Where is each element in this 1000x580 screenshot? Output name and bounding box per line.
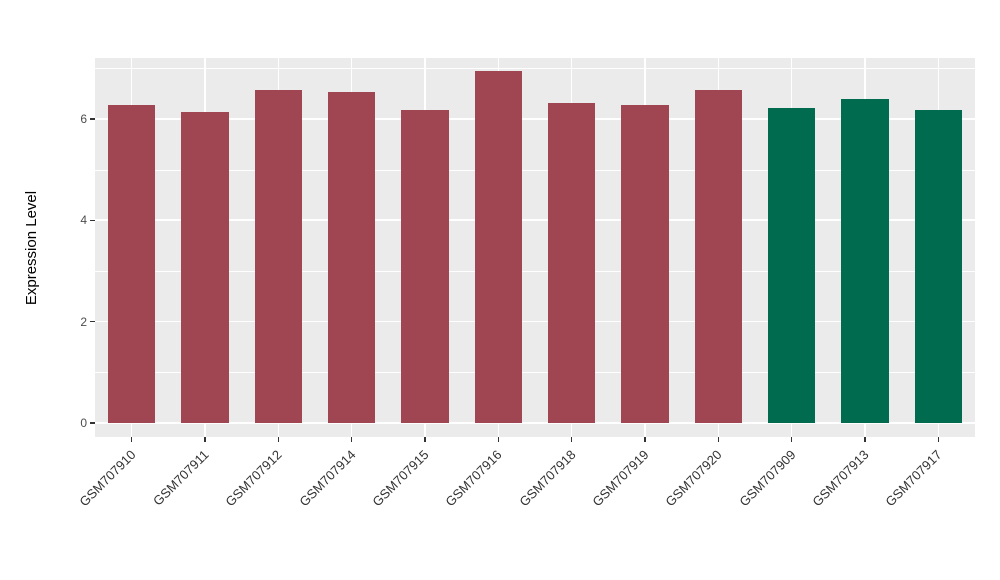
x-tick-label: GSM707917 [882, 447, 945, 510]
x-tick-label: GSM707914 [296, 447, 359, 510]
gridline-minor [95, 270, 975, 272]
x-tick-label: GSM707919 [589, 447, 652, 510]
bar-GSM707910 [107, 104, 156, 423]
x-tick-label: GSM707911 [150, 447, 212, 509]
plot-panel [95, 58, 975, 437]
y-tick-mark [90, 219, 95, 221]
x-tick-mark [130, 437, 133, 442]
bar-GSM707913 [841, 98, 889, 423]
y-tick-mark [90, 320, 95, 323]
x-tick-label: GSM707910 [76, 447, 139, 510]
y-tick-label: 4 [80, 213, 87, 228]
x-tick-label: GSM707912 [222, 447, 285, 510]
gridline-minor [95, 169, 975, 171]
gridline-minor [95, 372, 975, 374]
bar-GSM707917 [914, 109, 963, 423]
x-tick-mark [424, 437, 426, 442]
x-tick-mark [937, 437, 940, 442]
x-tick-label: GSM707918 [516, 447, 579, 510]
bar-GSM707920 [694, 89, 743, 423]
x-tick-mark [864, 437, 866, 442]
y-tick-mark [90, 422, 95, 424]
bar-GSM707916 [474, 70, 523, 423]
y-tick-label: 6 [80, 111, 87, 126]
x-tick-mark [644, 437, 646, 442]
x-tick-mark [570, 437, 573, 442]
x-tick-label: GSM707920 [662, 447, 725, 510]
gridline-major [95, 422, 975, 424]
y-tick-label: 0 [80, 416, 87, 430]
y-tick-label: 2 [80, 314, 87, 329]
y-axis-title: Expression Level [23, 190, 40, 306]
bar-GSM707918 [547, 102, 596, 423]
x-tick-label: GSM707916 [442, 447, 505, 510]
bar-GSM707909 [767, 107, 816, 423]
bar-GSM707919 [621, 104, 669, 423]
gridline-minor [95, 68, 975, 69]
bar-GSM707915 [401, 109, 449, 423]
gridline-major [95, 219, 975, 221]
x-tick-label: GSM707913 [809, 447, 872, 510]
x-tick-mark [204, 437, 206, 442]
x-tick-mark [717, 437, 720, 442]
x-tick-mark [497, 437, 500, 442]
y-tick-mark [90, 118, 95, 120]
bar-GSM707912 [254, 89, 303, 423]
x-tick-mark [277, 437, 280, 442]
bar-GSM707911 [181, 112, 229, 423]
x-tick-label: GSM707915 [369, 447, 432, 510]
x-tick-mark [790, 437, 793, 442]
gridline-major [95, 118, 975, 120]
gridline-major [95, 320, 975, 323]
bar-GSM707914 [327, 92, 376, 423]
x-tick-mark [350, 437, 353, 442]
x-tick-label: GSM707909 [736, 447, 799, 510]
